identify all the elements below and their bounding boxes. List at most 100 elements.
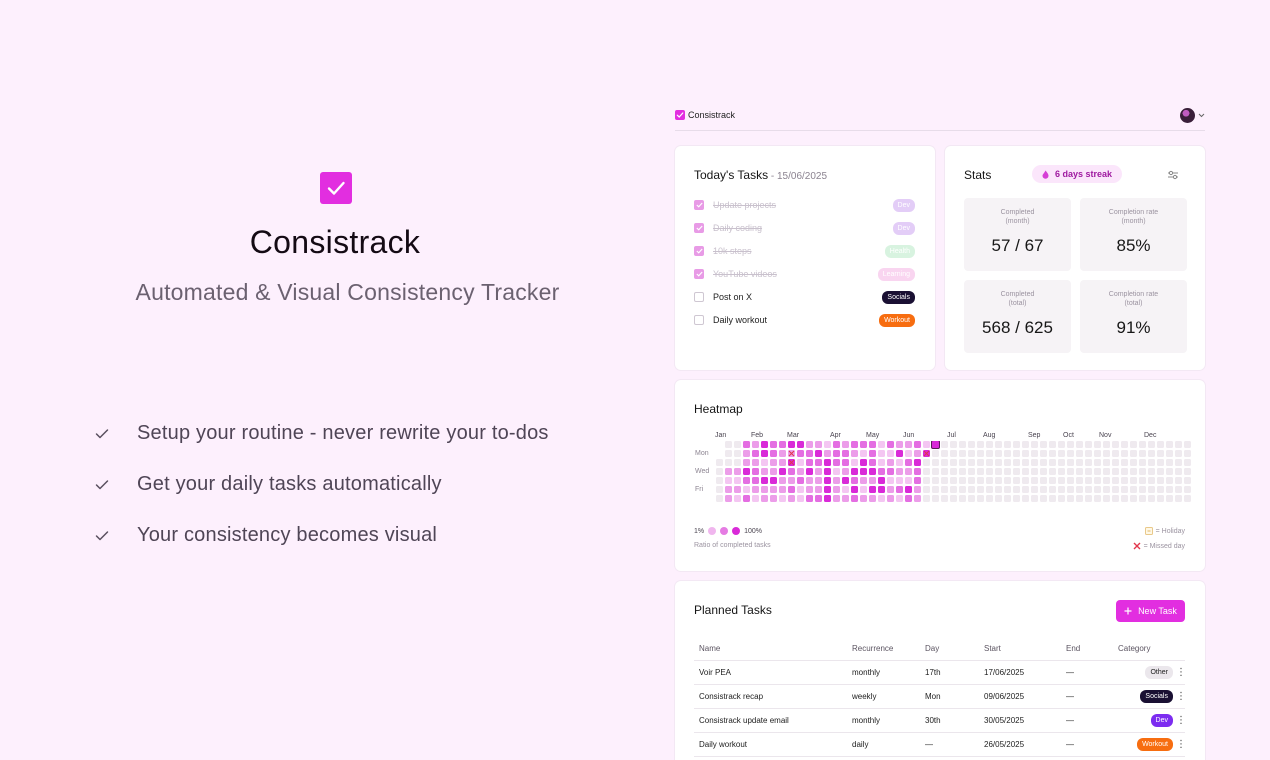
heatmap-day-cell[interactable] <box>761 450 768 457</box>
heatmap-day-cell[interactable] <box>1157 477 1164 484</box>
heatmap-day-cell[interactable] <box>1049 477 1056 484</box>
heatmap-day-cell[interactable] <box>1175 459 1182 466</box>
heatmap-day-cell[interactable] <box>734 477 741 484</box>
heatmap-day-cell[interactable] <box>905 477 912 484</box>
heatmap-day-cell[interactable] <box>725 486 732 493</box>
heatmap-day-cell[interactable] <box>1058 459 1065 466</box>
heatmap-day-cell[interactable] <box>1085 459 1092 466</box>
heatmap-day-cell[interactable] <box>779 486 786 493</box>
heatmap-day-cell[interactable] <box>1085 441 1092 448</box>
heatmap-day-cell[interactable] <box>878 486 885 493</box>
heatmap-day-cell[interactable] <box>752 468 759 475</box>
row-menu-icon[interactable]: ⋮ <box>1176 738 1186 750</box>
heatmap-day-cell[interactable] <box>968 468 975 475</box>
heatmap-day-cell[interactable] <box>1112 486 1119 493</box>
heatmap-day-cell[interactable] <box>806 468 813 475</box>
heatmap-day-cell[interactable] <box>1085 495 1092 502</box>
heatmap-day-cell[interactable] <box>1058 477 1065 484</box>
heatmap-day-cell[interactable] <box>1139 450 1146 457</box>
heatmap-day-cell[interactable] <box>1040 459 1047 466</box>
heatmap-day-cell[interactable] <box>824 459 831 466</box>
task-checkbox-checked[interactable] <box>694 269 704 279</box>
heatmap-day-cell[interactable] <box>1076 477 1083 484</box>
heatmap-day-cell[interactable] <box>968 486 975 493</box>
heatmap-day-cell[interactable] <box>932 495 939 502</box>
heatmap-day-cell[interactable] <box>1112 468 1119 475</box>
heatmap-day-cell[interactable] <box>1112 441 1119 448</box>
heatmap-day-cell[interactable] <box>1049 441 1056 448</box>
row-menu-icon[interactable]: ⋮ <box>1176 666 1186 678</box>
heatmap-day-cell[interactable] <box>1004 486 1011 493</box>
heatmap-day-cell[interactable] <box>1031 459 1038 466</box>
heatmap-day-cell[interactable] <box>752 495 759 502</box>
heatmap-day-cell[interactable] <box>842 450 849 457</box>
heatmap-day-cell[interactable] <box>1031 495 1038 502</box>
heatmap-day-cell[interactable] <box>851 450 858 457</box>
heatmap-day-cell[interactable] <box>833 495 840 502</box>
heatmap-day-cell[interactable] <box>779 477 786 484</box>
heatmap-day-cell[interactable] <box>1175 441 1182 448</box>
heatmap-day-cell[interactable] <box>851 468 858 475</box>
heatmap-day-cell[interactable] <box>1031 477 1038 484</box>
heatmap-day-cell[interactable] <box>851 459 858 466</box>
heatmap-day-cell[interactable] <box>1076 459 1083 466</box>
heatmap-day-cell[interactable] <box>869 486 876 493</box>
heatmap-day-cell[interactable] <box>1157 468 1164 475</box>
heatmap-day-cell[interactable] <box>1121 459 1128 466</box>
task-checkbox-checked[interactable] <box>694 200 704 210</box>
heatmap-day-cell[interactable] <box>995 477 1002 484</box>
heatmap-day-cell[interactable] <box>1058 495 1065 502</box>
heatmap-day-cell[interactable] <box>743 441 750 448</box>
task-item[interactable]: Post on X Socials <box>694 290 915 304</box>
heatmap-day-cell[interactable] <box>1112 477 1119 484</box>
heatmap-day-cell[interactable] <box>1067 450 1074 457</box>
heatmap-day-cell[interactable] <box>1031 486 1038 493</box>
heatmap-day-cell[interactable] <box>986 477 993 484</box>
heatmap-day-cell[interactable] <box>995 441 1002 448</box>
heatmap-day-cell[interactable] <box>950 477 957 484</box>
heatmap-day-cell[interactable] <box>986 441 993 448</box>
heatmap-day-cell[interactable] <box>725 477 732 484</box>
heatmap-day-cell[interactable] <box>1013 477 1020 484</box>
heatmap-day-cell[interactable] <box>1139 459 1146 466</box>
heatmap-day-cell[interactable] <box>842 486 849 493</box>
heatmap-day-cell[interactable] <box>1085 486 1092 493</box>
heatmap-day-cell[interactable] <box>1112 495 1119 502</box>
heatmap-day-cell[interactable] <box>743 450 750 457</box>
avatar[interactable] <box>1180 107 1195 123</box>
heatmap-day-cell[interactable] <box>887 486 894 493</box>
user-menu[interactable] <box>1180 107 1205 123</box>
heatmap-day-cell[interactable] <box>860 468 867 475</box>
heatmap-day-cell[interactable] <box>1130 441 1137 448</box>
heatmap-day-cell[interactable] <box>1166 468 1173 475</box>
row-menu-icon[interactable]: ⋮ <box>1176 714 1186 726</box>
heatmap-day-cell[interactable] <box>1103 486 1110 493</box>
heatmap-day-cell[interactable] <box>1139 468 1146 475</box>
heatmap-day-cell[interactable] <box>1076 441 1083 448</box>
heatmap-day-cell[interactable] <box>1076 486 1083 493</box>
heatmap-day-cell[interactable] <box>797 450 804 457</box>
heatmap-day-cell[interactable] <box>815 459 822 466</box>
heatmap-day-cell[interactable] <box>806 495 813 502</box>
today-cell[interactable] <box>931 441 940 449</box>
heatmap-day-cell[interactable] <box>1094 477 1101 484</box>
heatmap-day-cell[interactable] <box>1139 477 1146 484</box>
heatmap-day-cell[interactable] <box>1004 495 1011 502</box>
heatmap-day-cell[interactable] <box>752 441 759 448</box>
heatmap-day-cell[interactable] <box>770 441 777 448</box>
heatmap-day-cell[interactable] <box>1067 459 1074 466</box>
heatmap-day-cell[interactable] <box>752 450 759 457</box>
heatmap-day-cell[interactable] <box>923 441 930 448</box>
heatmap-day-cell[interactable] <box>878 441 885 448</box>
heatmap-day-cell[interactable] <box>824 468 831 475</box>
heatmap-day-cell[interactable] <box>1022 459 1029 466</box>
heatmap-day-cell[interactable] <box>923 468 930 475</box>
heatmap-day-cell[interactable] <box>806 477 813 484</box>
heatmap-day-cell[interactable] <box>1013 441 1020 448</box>
heatmap-day-cell[interactable] <box>905 495 912 502</box>
heatmap-day-cell[interactable] <box>923 459 930 466</box>
heatmap-day-cell[interactable] <box>1076 468 1083 475</box>
heatmap-day-cell[interactable] <box>806 486 813 493</box>
heatmap-day-cell[interactable] <box>1121 495 1128 502</box>
heatmap-day-cell[interactable] <box>968 459 975 466</box>
